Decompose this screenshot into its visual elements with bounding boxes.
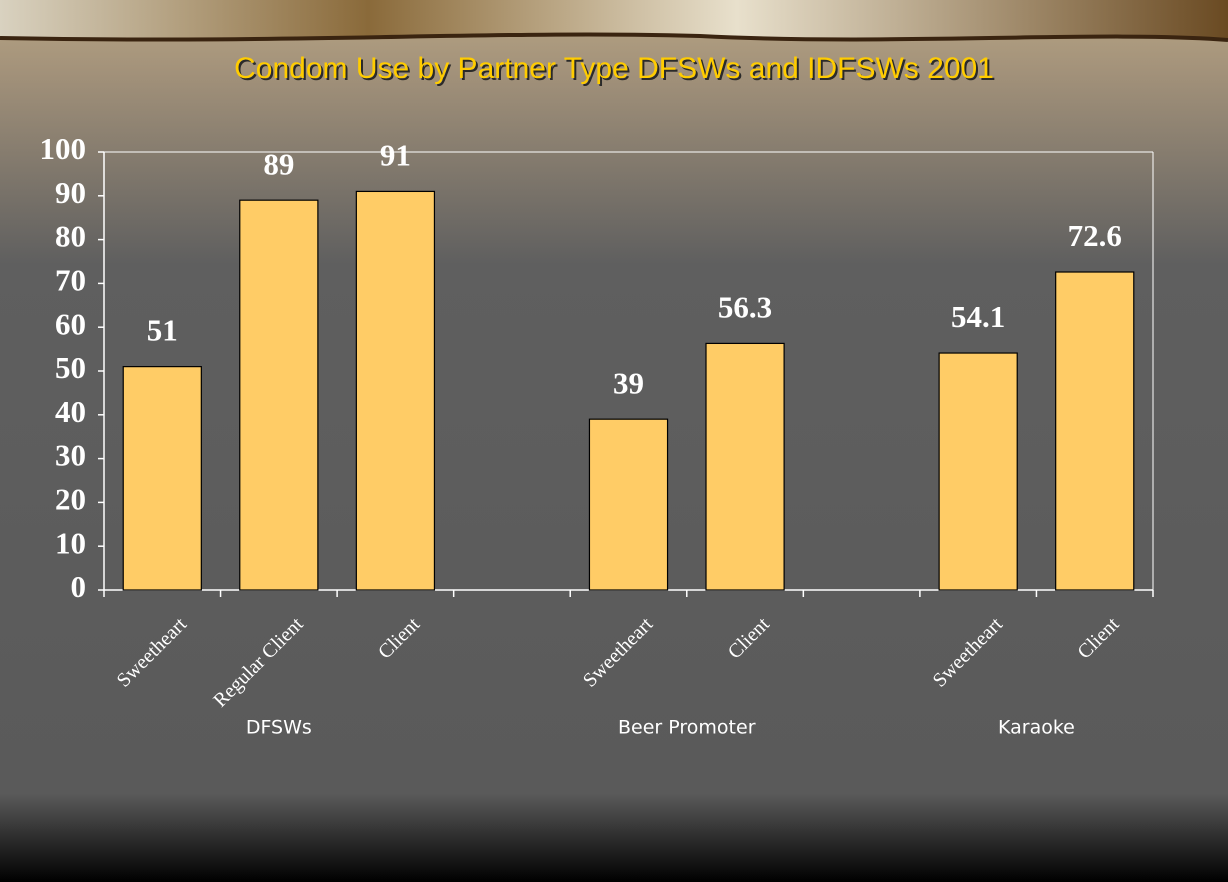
value-label: 91 [380,138,411,173]
slide: Condom Use by Partner Type DFSWs and IDF… [0,0,1228,882]
y-tick-label: 60 [55,306,86,341]
value-label: 56.3 [718,290,772,325]
y-tick-label: 50 [55,350,86,385]
value-label: 72.6 [1068,218,1122,253]
y-tick-label: 20 [55,482,86,517]
y-tick-label: 30 [55,438,86,473]
group-label: Karaoke [998,717,1075,739]
y-tick-label: 10 [55,525,86,560]
bar [589,419,667,590]
bar [939,353,1017,590]
bar [123,367,201,590]
group-label: DFSWs [246,717,312,739]
y-tick-label: 40 [55,394,86,429]
value-label: 54.1 [951,299,1005,334]
value-label: 51 [147,313,178,348]
y-tick-label: 70 [55,263,86,298]
group-label: Beer Promoter [618,717,756,739]
value-label: 89 [263,146,294,181]
bar [1056,272,1134,590]
chart-title: Condom Use by Partner Type DFSWs and IDF… [234,52,994,85]
bar [240,200,318,590]
y-tick-label: 90 [55,175,86,210]
bar [706,343,784,590]
y-tick-label: 0 [71,569,87,604]
y-tick-label: 80 [55,219,86,254]
bar [356,191,434,590]
y-tick-label: 100 [40,131,87,166]
value-label: 39 [613,365,644,400]
